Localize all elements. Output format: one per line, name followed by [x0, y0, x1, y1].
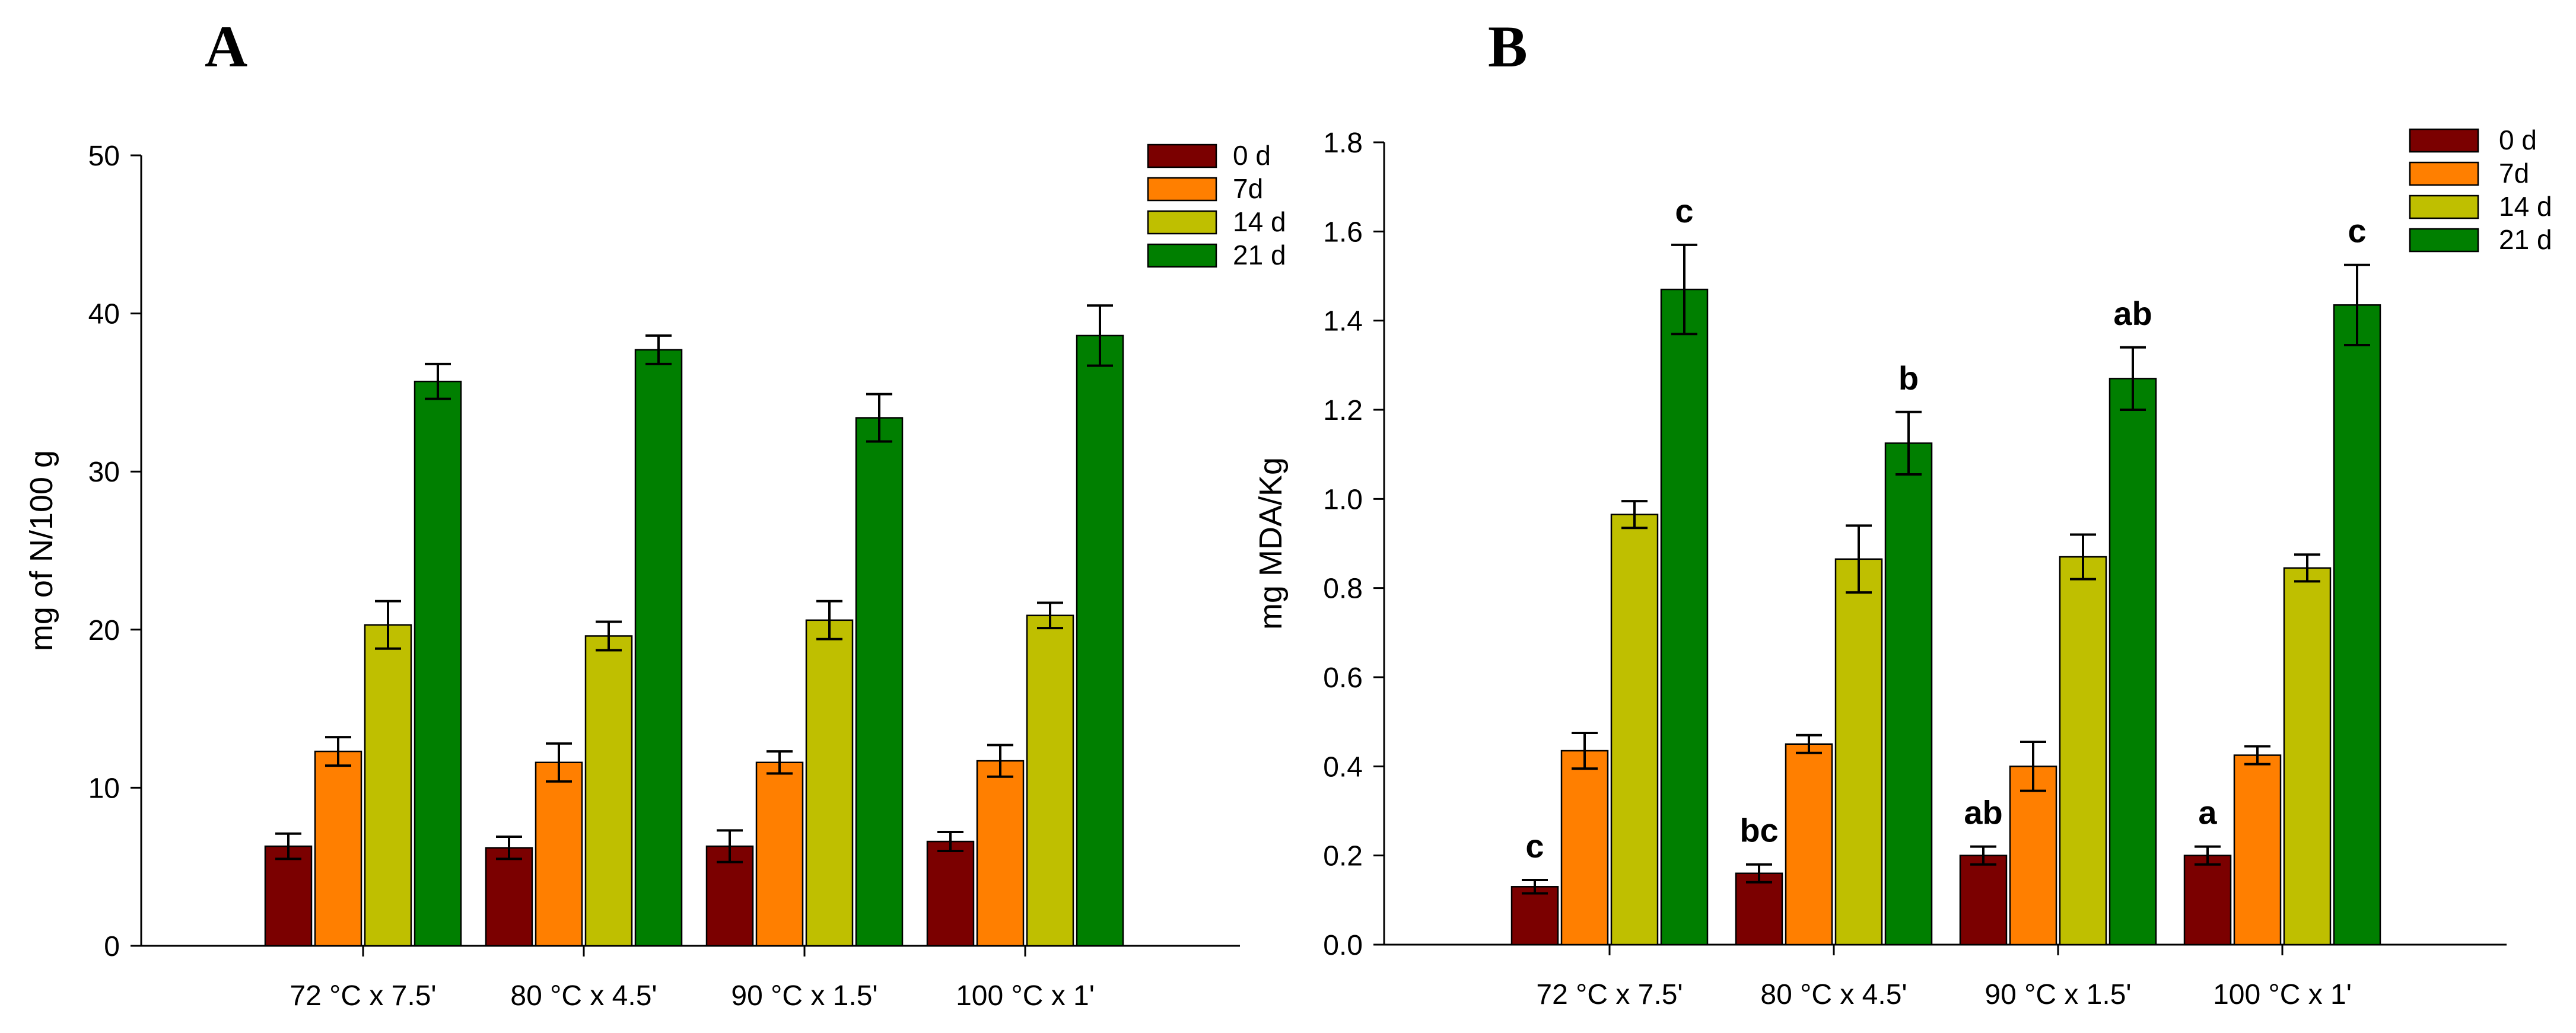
- bar: [1560, 750, 1609, 946]
- bar: [755, 761, 804, 947]
- bar: [535, 761, 583, 947]
- bar: [1834, 558, 1883, 946]
- bar: [634, 349, 683, 947]
- bar: [2009, 766, 2057, 946]
- y-tick-label: 50: [88, 141, 120, 172]
- y-tick-label: 0.0: [1323, 930, 1363, 961]
- significance-label: bc: [1739, 812, 1778, 849]
- bar: [485, 847, 533, 947]
- legend-swatch: [1147, 144, 1217, 168]
- x-tick-label: 100 °C x 1': [956, 980, 1095, 1012]
- y-tick-label: 40: [88, 299, 120, 330]
- y-tick-label: 0.4: [1323, 751, 1363, 783]
- legend-swatch: [1147, 243, 1217, 268]
- chart-panel-b: B 0.0 0.2 0.4 0.6 0.8 1.0 1.2 1.4 1.6 1.8 mg MDA/Kg…: [1253, 14, 2552, 1010]
- legend-label: 0 d: [1233, 140, 1271, 171]
- y-tick-label: 1.0: [1323, 484, 1363, 515]
- legend-label: 14 d: [1233, 206, 1286, 237]
- y-tick-label: 30: [88, 457, 120, 488]
- y-tick-label: 0.2: [1323, 841, 1363, 872]
- bar: [1959, 855, 2008, 946]
- significance-label: c: [2348, 212, 2366, 250]
- significance-label: a: [2198, 794, 2217, 831]
- x-tick-label: 80 °C x 4.5': [510, 980, 657, 1012]
- legend-label: 7d: [1233, 173, 1263, 204]
- legend-swatch: [1147, 210, 1217, 235]
- bar: [805, 619, 854, 947]
- bar: [1610, 514, 1659, 946]
- y-tick-label: 0: [104, 931, 120, 962]
- significance-label: c: [1675, 192, 1693, 229]
- legend-swatch: [2409, 161, 2479, 186]
- bar: [364, 624, 412, 947]
- bar: [1510, 886, 1559, 946]
- legend-label: 21 d: [1233, 240, 1286, 270]
- y-tick-label: 1.2: [1323, 395, 1363, 426]
- bar: [1735, 872, 1783, 946]
- y-tick-label: 10: [88, 773, 120, 804]
- bar: [2108, 378, 2157, 946]
- bar: [2333, 304, 2381, 946]
- legend-label: 0 d: [2499, 125, 2537, 155]
- bar: [1026, 614, 1074, 947]
- y-axis-title: mg of N/100 g: [24, 450, 59, 651]
- bar: [264, 845, 313, 947]
- bar: [314, 750, 362, 947]
- bar: [926, 840, 975, 947]
- bar: [2233, 754, 2282, 946]
- x-tick-label: 100 °C x 1': [2213, 979, 2352, 1010]
- x-tick-label: 90 °C x 1.5': [1985, 979, 2131, 1010]
- bar: [2059, 556, 2107, 946]
- y-tick-label: 1.4: [1323, 306, 1363, 337]
- legend-swatch: [1147, 177, 1217, 202]
- panel-letter: A: [205, 14, 247, 79]
- y-axis-title: mg MDA/Kg: [1253, 457, 1289, 630]
- bar: [855, 417, 904, 947]
- bar: [414, 380, 462, 947]
- bar: [976, 760, 1025, 947]
- y-tick-label: 20: [88, 615, 120, 646]
- bar: [2283, 567, 2332, 946]
- bar: [1785, 743, 1833, 946]
- y-tick-label: 1.6: [1323, 216, 1363, 248]
- y-tick-label: 0.8: [1323, 573, 1363, 605]
- legend-label: 14 d: [2499, 191, 2552, 222]
- legend-swatch: [2409, 128, 2479, 153]
- bar: [2183, 855, 2232, 946]
- x-tick-label: 72 °C x 7.5': [290, 980, 436, 1012]
- bar: [584, 635, 633, 947]
- legend-swatch: [2409, 228, 2479, 253]
- x-tick-label: 80 °C x 4.5': [1760, 979, 1907, 1010]
- panel-letter: B: [1488, 14, 1528, 79]
- significance-label: ab: [2113, 295, 2152, 332]
- y-tick-label: 0.6: [1323, 662, 1363, 694]
- legend-label: 21 d: [2499, 224, 2552, 255]
- bar: [1076, 334, 1124, 947]
- x-tick-label: 72 °C x 7.5': [1536, 979, 1683, 1010]
- legend-swatch: [2409, 195, 2479, 219]
- legend-label: 7d: [2499, 158, 2529, 189]
- bar: [1884, 442, 1933, 946]
- y-tick-label: 1.8: [1323, 127, 1363, 159]
- significance-label: c: [1525, 827, 1544, 865]
- chart-panel-a: A 0 10 20 30 40 50 mg of N/100 g 72 °C x 7.5' 80 …: [24, 14, 1286, 1012]
- significance-label: b: [1898, 359, 1919, 397]
- significance-label: ab: [1964, 794, 2002, 831]
- x-tick-label: 90 °C x 1.5': [731, 980, 877, 1012]
- bar: [1660, 288, 1709, 946]
